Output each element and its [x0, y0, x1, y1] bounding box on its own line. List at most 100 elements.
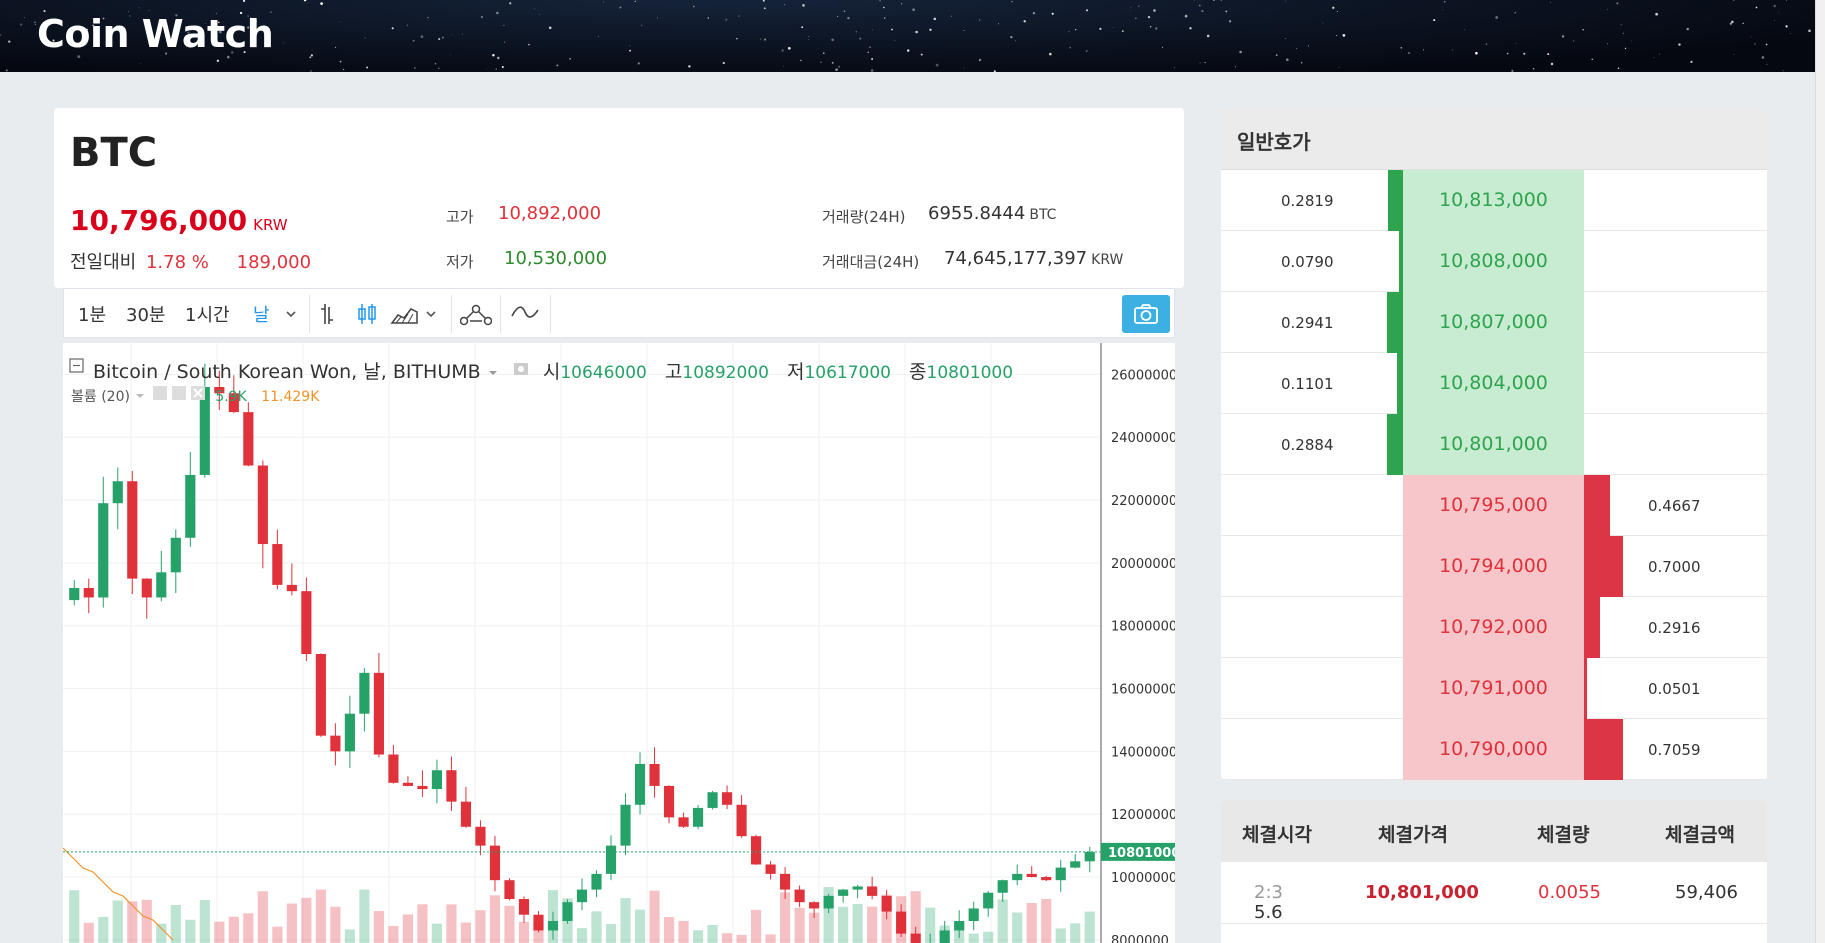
- orderbook-qty: 0.7000: [1648, 558, 1701, 576]
- orderbook-ask-row[interactable]: 0.2884 10,801,000: [1221, 414, 1767, 475]
- orderbook-bid-row[interactable]: 0.7059 10,790,000: [1221, 719, 1767, 780]
- star: [1582, 29, 1584, 31]
- orderbook-title[interactable]: 일반호가: [1221, 110, 1767, 170]
- star: [1149, 26, 1152, 28]
- star: [891, 28, 893, 31]
- orderbook-bid-row[interactable]: 0.4667 10,795,000: [1221, 475, 1767, 536]
- high-value: 10,892,000: [498, 203, 602, 224]
- orderbook-price[interactable]: 10,795,000: [1403, 475, 1584, 536]
- volume-bar: [301, 897, 312, 943]
- page-scrollbar[interactable]: [1815, 0, 1825, 943]
- orderbook-bid-row[interactable]: 0.2916 10,792,000: [1221, 597, 1767, 658]
- star: [619, 6, 622, 9]
- volume-bar: [1012, 912, 1023, 943]
- star: [0, 34, 2, 36]
- ticker-symbol: BTC: [70, 130, 158, 176]
- star: [1069, 46, 1072, 49]
- star: [1184, 14, 1188, 18]
- toolbar-divider: [451, 295, 452, 333]
- volume-bar: [489, 895, 501, 943]
- orderbook-ask-row[interactable]: 0.1101 10,804,000: [1221, 353, 1767, 414]
- star: [1773, 4, 1776, 8]
- star: [1790, 32, 1791, 34]
- candle-body: [634, 763, 646, 805]
- orderbook-qty: 0.2916: [1648, 619, 1701, 637]
- app-logo[interactable]: Coin Watch: [37, 12, 274, 56]
- orderbook-price[interactable]: 10,813,000: [1403, 170, 1584, 231]
- indicators-icon[interactable]: [460, 301, 492, 327]
- orderbook-price[interactable]: 10,791,000: [1403, 658, 1584, 719]
- orderbook-bid-row[interactable]: 0.0501 10,791,000: [1221, 658, 1767, 719]
- star: [343, 68, 345, 70]
- candle-body: [533, 914, 544, 931]
- collapse-legend-icon[interactable]: [69, 358, 85, 374]
- star: [164, 52, 168, 55]
- legend-dropdown-icon[interactable]: [487, 368, 499, 378]
- star: [801, 26, 804, 29]
- volume-bar: [823, 887, 834, 943]
- price-chart-panel[interactable]: 26000000 24000000 22000000 20000000 18000000…: [63, 343, 1175, 943]
- orderbook-ask-row[interactable]: 0.2819 10,813,000: [1221, 170, 1767, 231]
- candle-body: [315, 653, 326, 736]
- star: [1228, 20, 1232, 23]
- candle-body: [1026, 873, 1037, 878]
- star: [1239, 50, 1242, 54]
- volume-bar: [896, 896, 907, 943]
- volume-bar: [504, 905, 515, 943]
- starfield-background: [0, 0, 1811, 72]
- area-style-icon[interactable]: [390, 301, 420, 327]
- trade-history-panel: 체결시각 체결가격 체결량 체결금액 5.6 2:3 10,801,000 0.…: [1221, 800, 1767, 943]
- symbol-description[interactable]: Bitcoin / South Korean Won, 날, BITHUMB: [93, 361, 481, 383]
- star: [310, 54, 314, 57]
- orderbook-ask-row[interactable]: 0.0790 10,808,000: [1221, 231, 1767, 292]
- close-value-chart: 10801000: [926, 363, 1014, 383]
- star: [872, 29, 873, 31]
- interval-dropdown-icon[interactable]: [284, 307, 298, 321]
- orderbook-price[interactable]: 10,792,000: [1403, 597, 1584, 658]
- camera-icon: [1134, 304, 1158, 324]
- candle-style-icon[interactable]: [356, 301, 380, 327]
- interval-30m[interactable]: 30분: [126, 305, 166, 326]
- orderbook-price[interactable]: 10,808,000: [1403, 231, 1584, 292]
- volume-bar: [649, 890, 660, 943]
- orderbook-ask-row[interactable]: 0.2941 10,807,000: [1221, 292, 1767, 353]
- last-price-tag: [1101, 842, 1175, 861]
- candle-body: [939, 930, 950, 943]
- table-row[interactable]: 5.6 2:3 10,801,000 0.0055 59,406: [1221, 862, 1767, 924]
- volume-study-controls-icon[interactable]: [151, 385, 207, 401]
- volume-study-label[interactable]: 볼륨 (20): [71, 389, 130, 405]
- bar-chart-style-icon[interactable]: [318, 301, 342, 327]
- orderbook-price[interactable]: 10,801,000: [1403, 414, 1584, 475]
- star: [762, 0, 765, 2]
- orderbook-price[interactable]: 10,790,000: [1403, 719, 1584, 780]
- interval-1h[interactable]: 1시간: [185, 305, 230, 326]
- screenshot-button[interactable]: [1122, 295, 1170, 333]
- volume-bar: [881, 894, 892, 943]
- orderbook-price[interactable]: 10,804,000: [1403, 353, 1584, 414]
- style-dropdown-icon[interactable]: [424, 307, 438, 321]
- y-tick-label: 20000000: [1111, 557, 1175, 572]
- legend-settings-icon[interactable]: [511, 360, 533, 378]
- compare-icon[interactable]: [510, 303, 540, 323]
- candle-body: [489, 845, 501, 881]
- interval-1m[interactable]: 1분: [78, 305, 107, 326]
- star: [1655, 12, 1658, 16]
- candle-body: [765, 864, 776, 874]
- candle-body: [751, 836, 762, 865]
- star: [722, 61, 725, 65]
- candle-body: [1070, 861, 1081, 868]
- volume-bar: [939, 925, 950, 943]
- orderbook-price[interactable]: 10,794,000: [1403, 536, 1584, 597]
- volume-dropdown-icon[interactable]: [134, 391, 146, 401]
- star: [1620, 24, 1622, 26]
- orderbook-price[interactable]: 10,807,000: [1403, 292, 1584, 353]
- orderbook-bid-row[interactable]: 0.7000 10,794,000: [1221, 536, 1767, 597]
- candle-body: [330, 735, 341, 752]
- star: [138, 7, 140, 9]
- star: [920, 53, 923, 56]
- interval-day[interactable]: 날: [253, 305, 270, 326]
- volume-bar: [373, 911, 384, 943]
- star: [1407, 51, 1410, 55]
- candle-body: [823, 895, 834, 909]
- candlestick-chart[interactable]: 26000000 24000000 22000000 20000000 18000000…: [63, 343, 1175, 943]
